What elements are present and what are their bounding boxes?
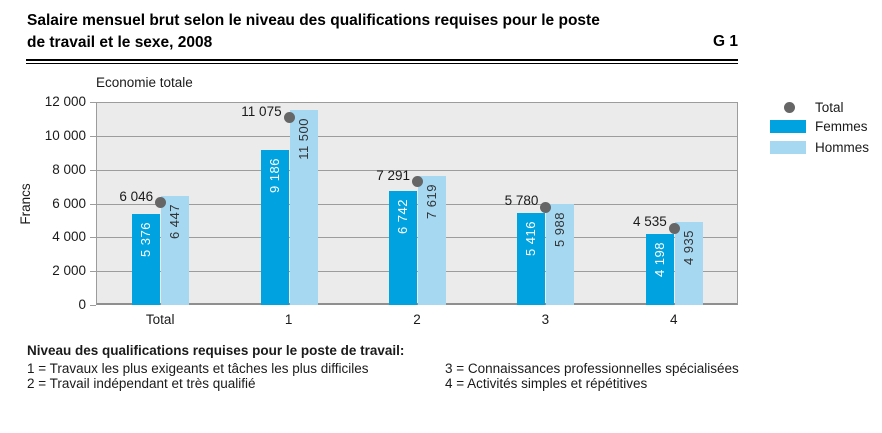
- x-tick-label-4: 4: [670, 312, 678, 327]
- y-tick-label: 4 000: [52, 229, 86, 244]
- bar-femmes-3: 5 416: [517, 213, 546, 305]
- footer-heading: Niveau des qualifications requises pour …: [27, 343, 405, 358]
- bar-femmes-1: 9 186: [260, 149, 289, 305]
- legend-label-hommes: Hommes: [815, 140, 870, 155]
- bar-value-label: 6 742: [395, 198, 410, 234]
- gridline: [97, 204, 737, 205]
- x-tick-label-1: 1: [284, 312, 293, 327]
- y-tick-mark: [90, 305, 96, 306]
- bar-hommes-total: 6 447: [161, 195, 190, 305]
- y-tick-label: 6 000: [52, 196, 86, 211]
- bar-value-label: 9 186: [266, 157, 282, 193]
- qualification-level-1: 1 = Travaux les plus exigeants et tâches…: [27, 361, 369, 376]
- bar-value-label: 11 500: [295, 118, 311, 161]
- header-rule: [26, 59, 738, 64]
- total-dot-4: [668, 222, 680, 234]
- total-dot-1: [283, 112, 295, 124]
- x-tick-label-3: 3: [541, 312, 550, 327]
- total-value-label: 4 535: [633, 214, 667, 230]
- bar-value-label: 5 376: [138, 222, 154, 258]
- title-line-2: de travail et le sexe, 2008: [27, 33, 213, 51]
- y-tick-mark: [90, 204, 96, 205]
- y-tick-mark: [90, 271, 96, 272]
- gridline: [97, 271, 737, 272]
- x-tick-label-total: Total: [145, 312, 175, 327]
- hommes-legend-swatch: [770, 141, 806, 154]
- title-line-1: Salaire mensuel brut selon le niveau des…: [27, 12, 600, 29]
- y-tick-label: 12 000: [44, 94, 86, 109]
- y-tick-mark: [90, 170, 96, 171]
- y-tick-label: 0: [78, 297, 86, 312]
- bar-femmes-2: 6 742: [389, 190, 417, 305]
- total-value-label: 11 075: [241, 103, 282, 119]
- legend-label-total: Total: [815, 100, 844, 115]
- x-tick-label-2: 2: [413, 312, 421, 327]
- y-tick-label: 8 000: [52, 162, 86, 177]
- qualification-level-3: 3 = Connaissances professionnelles spéci…: [445, 361, 739, 376]
- total-value-label: 7 291: [376, 167, 410, 183]
- y-tick-mark: [90, 237, 96, 238]
- total-dot-total: [155, 197, 167, 209]
- chart-subtitle: Economie totale: [96, 75, 193, 90]
- bar-hommes-2: 7 619: [418, 176, 446, 305]
- bar-value-label: 4 935: [680, 229, 696, 265]
- bar-hommes-3: 5 988: [546, 203, 575, 305]
- gridline: [97, 170, 737, 171]
- total-dot-3: [540, 201, 552, 213]
- figure-number: G 1: [713, 33, 738, 50]
- bar-value-label: 4 198: [651, 241, 667, 278]
- total-legend-dot-icon: [784, 102, 795, 113]
- bar-value-label: 5 416: [523, 221, 539, 257]
- bar-femmes-4: 4 198: [645, 233, 674, 305]
- femmes-legend-swatch: [770, 120, 806, 133]
- total-value-label: 6 046: [119, 188, 154, 204]
- total-dot-2: [412, 176, 423, 188]
- legend-label-femmes: Femmes: [815, 119, 868, 134]
- gridline: [97, 136, 737, 137]
- bar-femmes-total: 5 376: [132, 214, 161, 305]
- page-title: Salaire mensuel brut selon le niveau des…: [27, 10, 707, 53]
- y-tick-label: 2 000: [52, 263, 86, 278]
- bar-value-label: 6 447: [167, 203, 183, 239]
- total-value-label: 5 780: [504, 193, 539, 209]
- y-tick-mark: [90, 136, 96, 137]
- gridline: [97, 237, 737, 238]
- y-tick-label: 10 000: [44, 128, 86, 143]
- qualification-level-4: 4 = Activités simples et répétitives: [445, 376, 648, 391]
- y-tick-mark: [90, 102, 96, 103]
- qualification-level-2: 2 = Travail indépendant et très qualifié: [27, 376, 256, 391]
- bar-hommes-1: 11 500: [289, 110, 318, 305]
- bar-hommes-4: 4 935: [674, 221, 703, 305]
